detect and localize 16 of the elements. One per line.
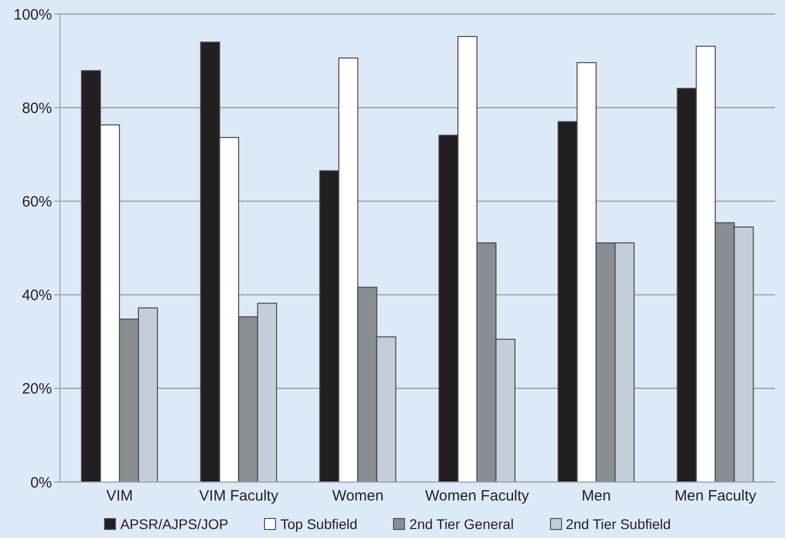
x-tick-label: Men — [582, 488, 611, 505]
y-tick-label: 0% — [30, 474, 52, 492]
y-tick-label: 20% — [22, 380, 52, 398]
legend-label: APSR/AJPS/JOP — [120, 516, 228, 532]
y-tick-label: 60% — [22, 194, 52, 211]
legend-label: Top Subfield — [280, 516, 358, 532]
y-tick-label: 100% — [14, 6, 52, 24]
y-tick-label: 80% — [22, 100, 52, 117]
x-tick-label: VIM Faculty — [199, 488, 279, 505]
x-tick-label: Women Faculty — [425, 488, 530, 505]
legend-label: 2nd Tier Subfield — [566, 516, 671, 532]
legend-label: 2nd Tier General — [409, 516, 514, 532]
y-tick-label: 40% — [22, 287, 52, 304]
x-tick-label: Men Faculty — [674, 488, 757, 505]
x-tick-label: VIM — [106, 488, 133, 505]
x-tick-label: Women — [332, 488, 384, 505]
